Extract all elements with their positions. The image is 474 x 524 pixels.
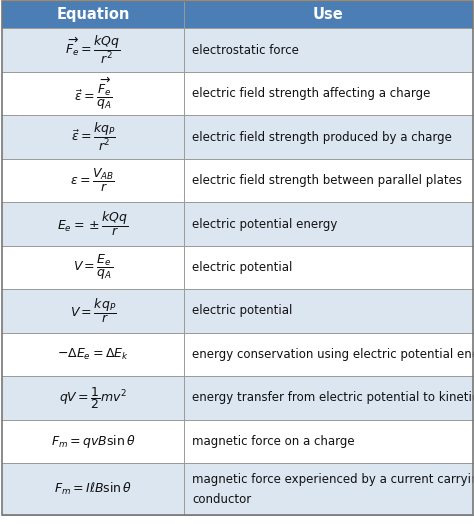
Text: Use: Use <box>313 7 344 22</box>
Text: magnetic force on a charge: magnetic force on a charge <box>192 435 355 448</box>
Text: electric field strength produced by a charge: electric field strength produced by a ch… <box>192 130 452 144</box>
Bar <box>2 115 473 159</box>
Text: electrostatic force: electrostatic force <box>192 43 299 57</box>
Bar <box>2 463 473 515</box>
Text: $qV = \dfrac{1}{2}mv^2$: $qV = \dfrac{1}{2}mv^2$ <box>59 385 127 411</box>
Text: $F_m = qvB\sin\theta$: $F_m = qvB\sin\theta$ <box>51 433 135 450</box>
Text: energy transfer from electric potential to kinetic: energy transfer from electric potential … <box>192 391 474 405</box>
Text: $V = \dfrac{E_e}{q_A}$: $V = \dfrac{E_e}{q_A}$ <box>73 253 113 282</box>
Text: Equation: Equation <box>56 7 130 22</box>
Text: $E_e = \pm\dfrac{kQq}{r}$: $E_e = \pm\dfrac{kQq}{r}$ <box>57 210 128 238</box>
Text: $V = \dfrac{kq_P}{r}$: $V = \dfrac{kq_P}{r}$ <box>70 297 116 325</box>
Bar <box>2 246 473 289</box>
Text: electric potential: electric potential <box>192 304 292 318</box>
Text: conductor: conductor <box>192 493 251 506</box>
Bar <box>2 1 473 28</box>
Text: electric potential energy: electric potential energy <box>192 217 337 231</box>
Text: $\vec{\varepsilon} = \dfrac{\overrightarrow{F_e}}{q_A}$: $\vec{\varepsilon} = \dfrac{\overrightar… <box>74 75 112 112</box>
Text: $\varepsilon = \dfrac{V_{AB}}{r}$: $\varepsilon = \dfrac{V_{AB}}{r}$ <box>71 167 116 194</box>
Bar <box>2 159 473 202</box>
Text: electric field strength affecting a charge: electric field strength affecting a char… <box>192 87 430 100</box>
Bar <box>2 28 473 72</box>
Bar <box>2 376 473 420</box>
Text: magnetic force experienced by a current carrying: magnetic force experienced by a current … <box>192 473 474 486</box>
Text: $-\Delta E_e = \Delta E_k$: $-\Delta E_e = \Delta E_k$ <box>57 347 129 362</box>
Text: $\overrightarrow{F_e} = \dfrac{kQq}{r^2}$: $\overrightarrow{F_e} = \dfrac{kQq}{r^2}… <box>65 34 120 66</box>
Text: electric field strength between parallel plates: electric field strength between parallel… <box>192 174 462 187</box>
Text: $F_m = I\ell B\sin\theta$: $F_m = I\ell B\sin\theta$ <box>54 481 132 497</box>
Bar <box>2 420 473 463</box>
Text: $\vec{\varepsilon} = \dfrac{kq_P}{r^2}$: $\vec{\varepsilon} = \dfrac{kq_P}{r^2}$ <box>71 121 116 153</box>
Bar <box>2 202 473 246</box>
Bar <box>2 333 473 376</box>
Bar <box>2 72 473 115</box>
Bar <box>2 289 473 333</box>
Text: energy conservation using electric potential energy: energy conservation using electric poten… <box>192 348 474 361</box>
Text: electric potential: electric potential <box>192 261 292 274</box>
